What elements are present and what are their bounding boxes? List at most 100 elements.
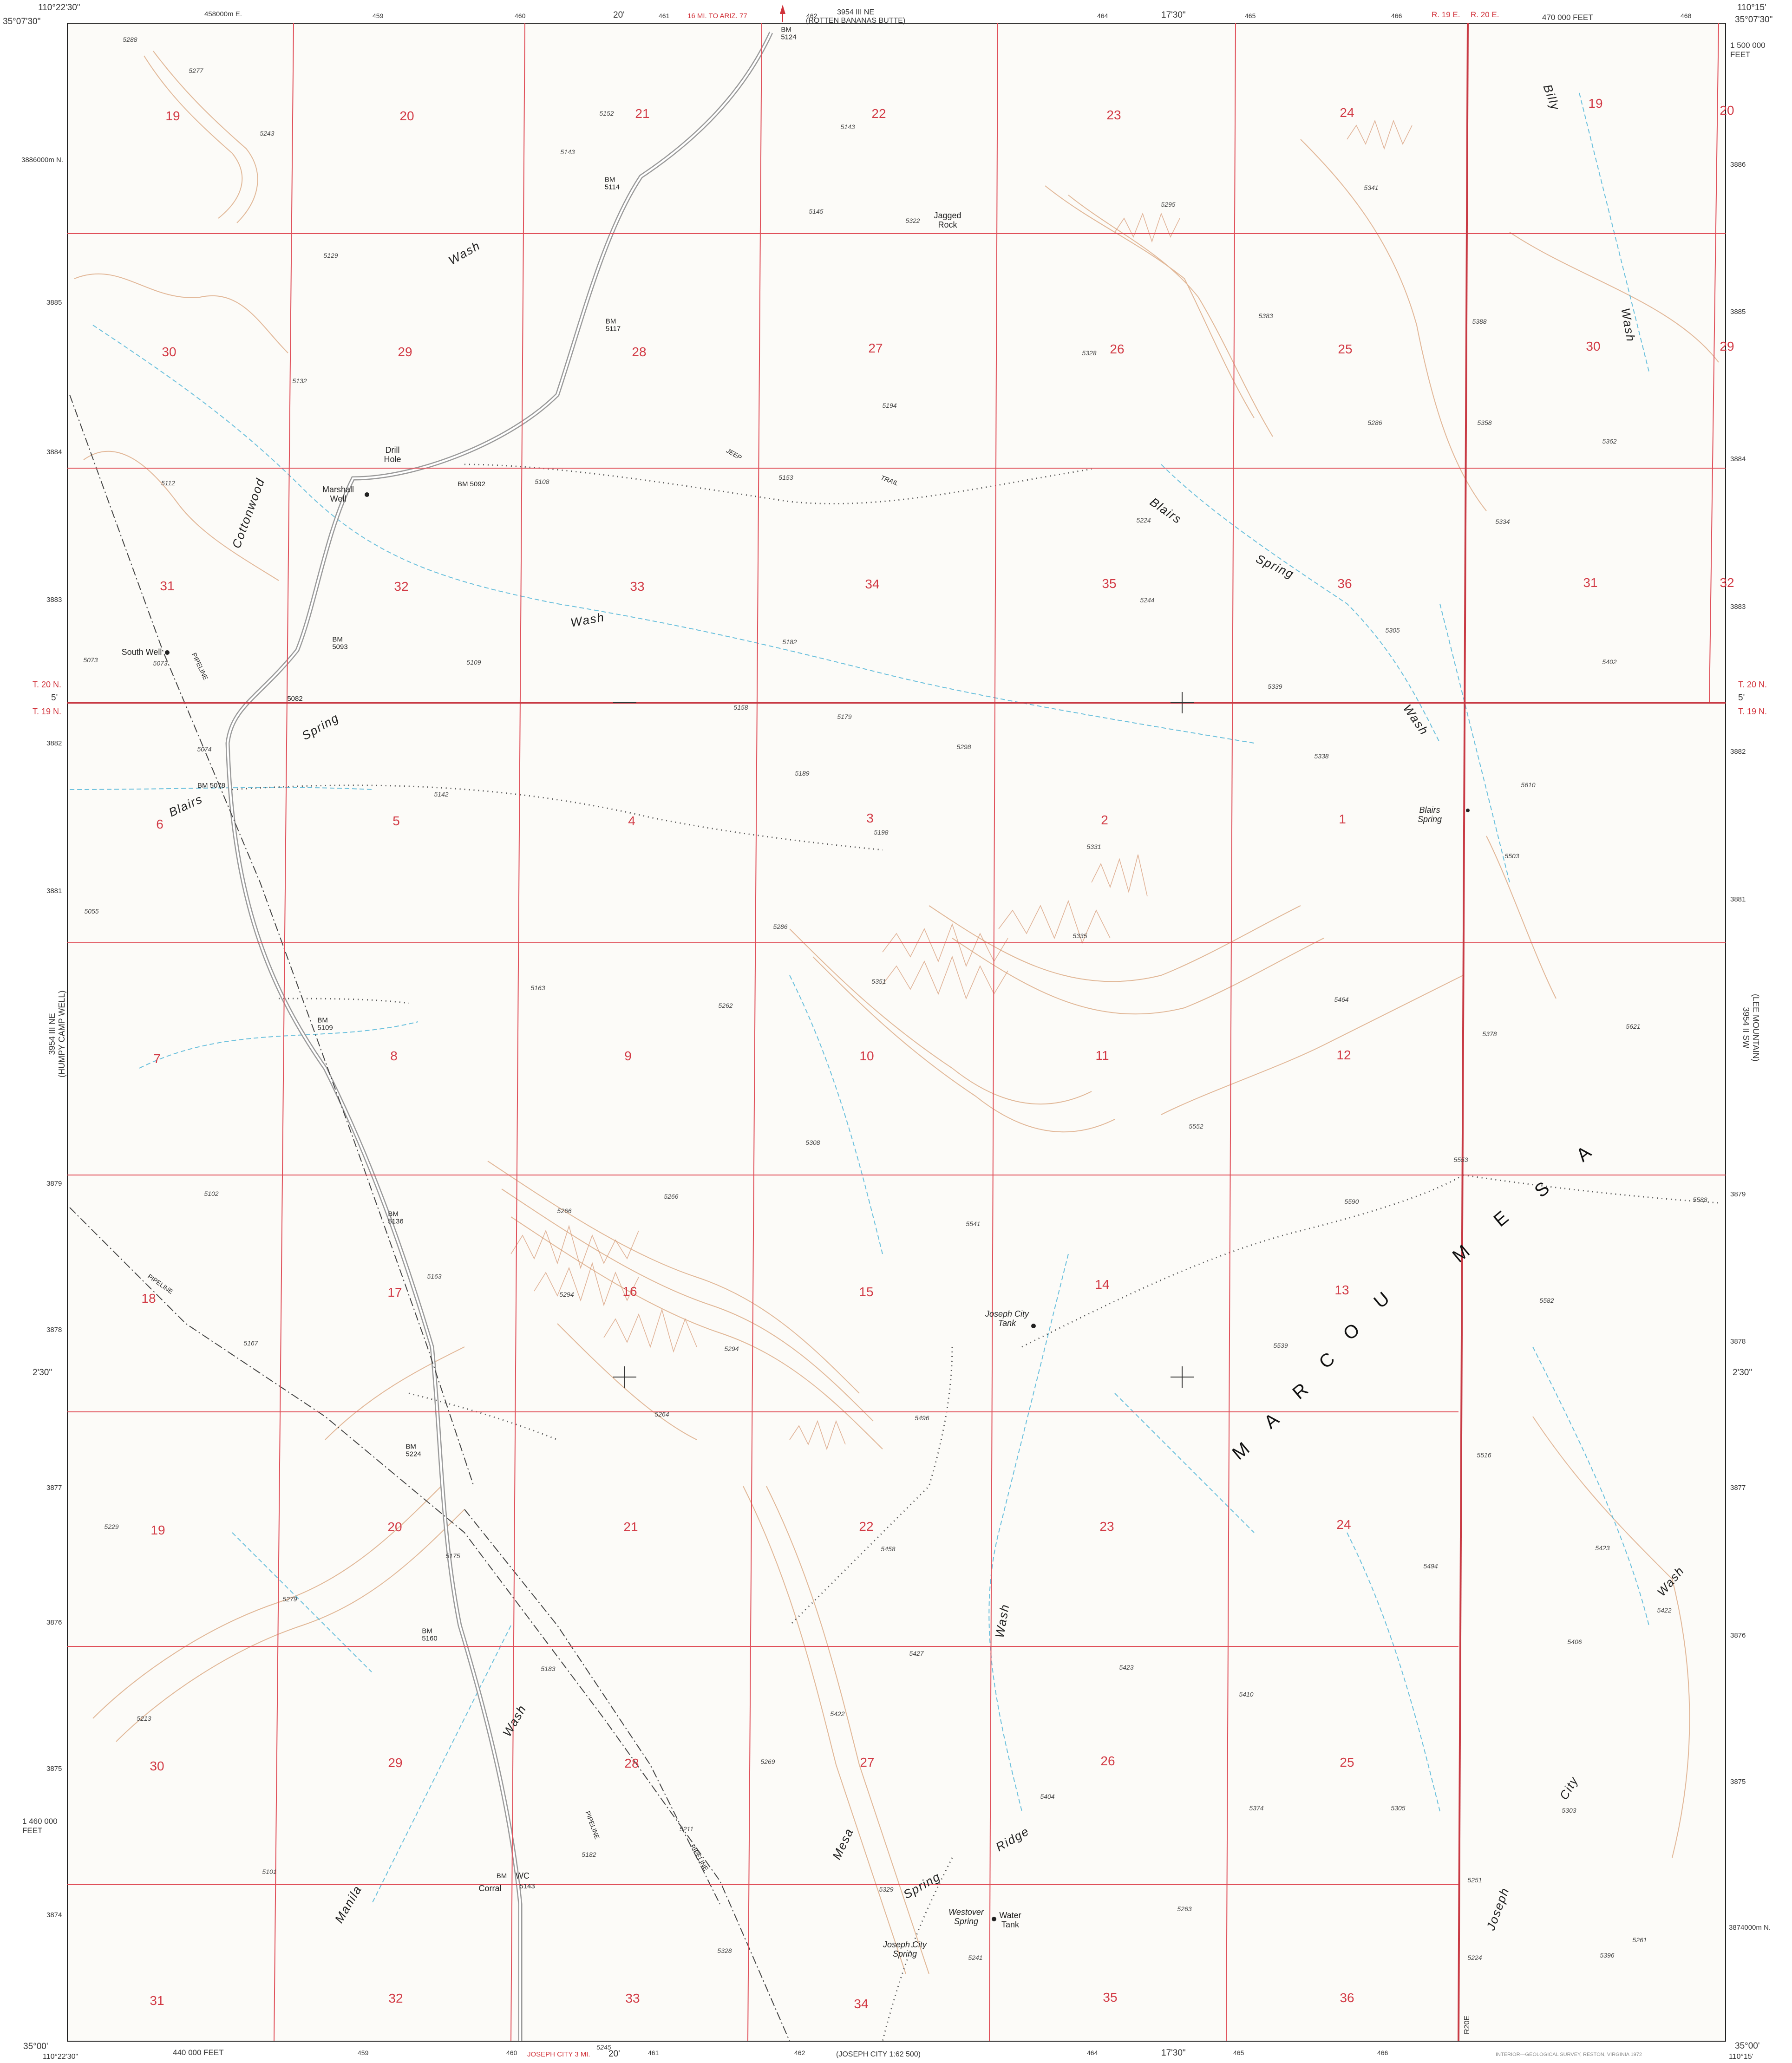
pipelines: [69, 394, 790, 2042]
top-min-1730: 17'30": [1161, 10, 1186, 20]
left-northing-3883: 3883: [46, 596, 62, 604]
section-number: 7: [153, 1051, 161, 1066]
right-northing-3885: 3885: [1730, 308, 1746, 316]
drainage-lines: [69, 92, 1649, 1905]
section-number: 21: [623, 1520, 638, 1534]
right-northing-3886: 3886: [1730, 161, 1746, 169]
spot-elevation: 5269: [760, 1758, 775, 1765]
benchmark-5092: BM 5092: [457, 480, 486, 489]
spot-elevation: 5503: [1504, 852, 1519, 860]
spot-elevation: 5102: [204, 1190, 219, 1197]
spot-elevation: 5211: [679, 1825, 694, 1833]
latlon-crosshairs: [613, 692, 1194, 1388]
section-number: 31: [160, 579, 175, 593]
benchmark-5078: BM 5078: [197, 782, 226, 790]
section-number: 22: [859, 1519, 874, 1534]
right-minute-230: 2'30": [1733, 1368, 1753, 1378]
section-number: 4: [628, 814, 635, 828]
left-northing-3882: 3882: [46, 739, 62, 747]
spot-elevation: 5229: [104, 1523, 119, 1530]
spot-elevation: 5378: [1482, 1030, 1497, 1038]
spot-elevation: 5143: [840, 123, 855, 131]
benchmark-5082: 5082: [287, 695, 303, 703]
right-northing-3876: 3876: [1730, 1632, 1746, 1639]
bottom-easting-feet: 440 000 FEET: [173, 2048, 224, 2057]
top-tick-468: 468: [1681, 12, 1692, 20]
benchmark-5224: BM 5224: [405, 1443, 421, 1458]
spot-elevation: 5610: [1521, 781, 1536, 789]
adjoining-south: (JOSEPH CITY 1:62 500): [836, 2050, 921, 2058]
top-min-20: 20': [613, 10, 625, 20]
bottom-tick-462: 462: [794, 2049, 805, 2056]
spot-elevation: 5183: [541, 1665, 556, 1672]
spot-elevation: 5175: [445, 1552, 460, 1560]
top-easting: 458000m E.: [204, 10, 242, 18]
spot-elevation: 5303: [1562, 1807, 1576, 1814]
spot-elevation: 5328: [717, 1947, 732, 1954]
spot-elevation: 5158: [733, 704, 748, 711]
left-northing-3886: 3886000m N.: [21, 156, 64, 164]
section-number: 32: [394, 579, 409, 594]
top-easting-feet: 470 000 FEET: [1542, 13, 1593, 22]
spot-elevation: 5358: [1477, 419, 1492, 426]
spot-elevation: 5153: [778, 474, 793, 481]
right-northing-3884: 3884: [1730, 455, 1746, 463]
marshall-well-marker: [365, 492, 369, 497]
section-number: 28: [624, 1756, 639, 1770]
section-number: 23: [1099, 1519, 1114, 1534]
section-number: 29: [398, 345, 412, 359]
right-northing-3878: 3878: [1730, 1338, 1746, 1345]
section-number: 32: [388, 1991, 403, 2005]
spot-elevation: 5328: [1082, 349, 1097, 357]
left-northing-3881: 3881: [46, 887, 62, 895]
left-northing-3884: 3884: [46, 448, 62, 456]
spot-elevation: 5427: [909, 1650, 924, 1657]
contour-lines: [74, 51, 1719, 1974]
bottom-left-lon: 110°22'30": [43, 2053, 78, 2061]
section-number: 35: [1102, 576, 1117, 591]
south-well-label: South Well: [121, 647, 162, 657]
spot-elevation: 5305: [1391, 1804, 1406, 1812]
spot-elevation: 5339: [1268, 683, 1282, 690]
spot-elevation: 5073: [153, 659, 168, 667]
spot-elevation: 5112: [161, 479, 176, 487]
adjoining-north: 3954 III NE (ROTTEN BANANAS BUTTE): [806, 8, 906, 25]
top-left-lat: 35°07'30": [3, 17, 41, 26]
highway: [225, 32, 773, 2041]
feature-markers: [165, 492, 1470, 1921]
spot-elevation: 5245: [596, 2043, 611, 2051]
right-minute-5: 5': [1738, 693, 1745, 703]
spot-elevation: 5055: [84, 907, 99, 915]
section-number: 12: [1336, 1048, 1351, 1062]
right-northing-3881: 3881: [1730, 895, 1746, 903]
section-number: 29: [388, 1756, 403, 1770]
right-northing-3882: 3882: [1730, 748, 1746, 756]
bottom-min-20: 20': [608, 2049, 620, 2059]
section-number: 24: [1336, 1517, 1351, 1532]
joseph-city-tank-label: Joseph City Tank: [985, 1309, 1029, 1328]
blairs-spring-label: Blairs Spring: [1417, 805, 1442, 824]
section-number: 29: [1720, 339, 1734, 353]
top-right-lon: 110°15': [1737, 3, 1766, 13]
top-tick-465: 465: [1245, 12, 1256, 20]
spot-elevation: 5145: [809, 208, 824, 215]
right-northing-3879: 3879: [1730, 1190, 1746, 1198]
section-number: 16: [622, 1284, 637, 1299]
westover-spring-label: Westover Spring: [948, 1907, 984, 1926]
jagged-rock-label: Jagged Rock: [934, 211, 961, 229]
benchmark-5143-value: 5143: [519, 1882, 535, 1891]
right-township-north: T. 20 N.: [1738, 680, 1767, 689]
spot-elevation: 5590: [1344, 1198, 1359, 1205]
section-number: 20: [399, 109, 414, 123]
section-number: 20: [387, 1520, 402, 1534]
spot-elevation: 5423: [1119, 1664, 1134, 1671]
benchmark-5093: BM 5093: [332, 635, 348, 651]
water-tank-label: Water Tank: [999, 1911, 1021, 1929]
blairs-spring-marker: [1466, 809, 1470, 812]
benchmark-5143: BM: [496, 1872, 507, 1880]
spot-elevation: 5496: [915, 1414, 929, 1422]
spot-elevation: 5198: [874, 829, 889, 836]
wc-label: WC: [516, 1871, 530, 1881]
section-number: 6: [156, 817, 164, 831]
